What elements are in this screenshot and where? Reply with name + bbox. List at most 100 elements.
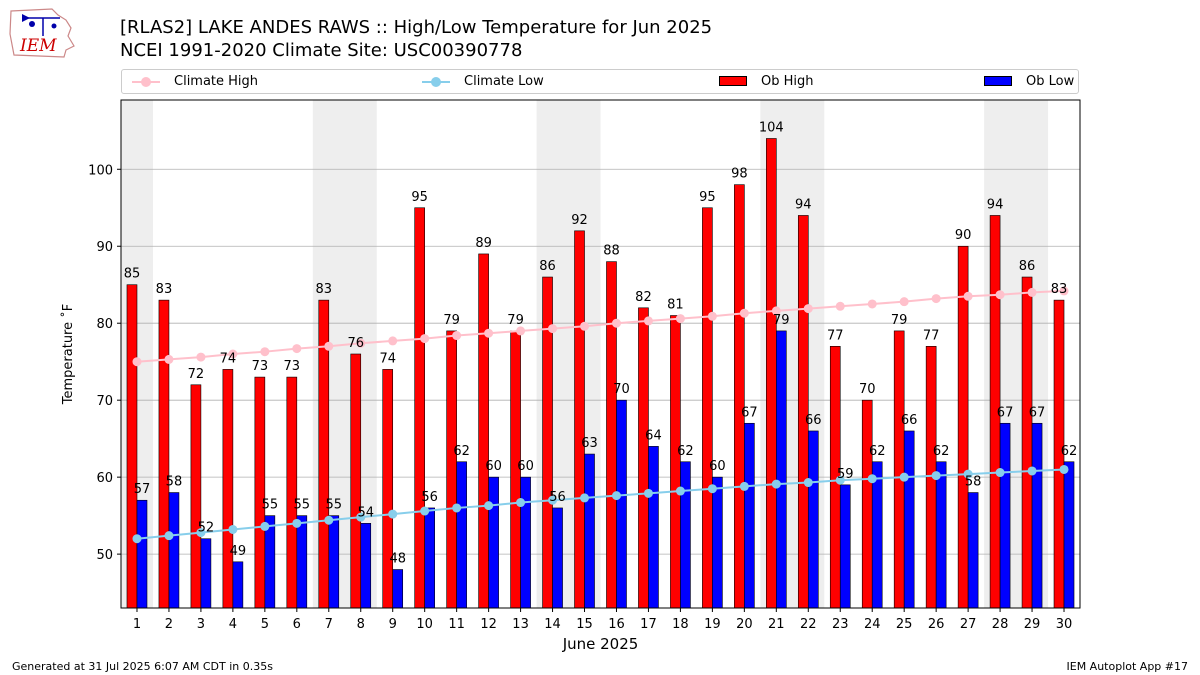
ob-low-bar — [136, 499, 148, 609]
climate-low-point — [196, 528, 206, 538]
ob-high-bar — [414, 207, 425, 609]
climate-high-point — [196, 352, 206, 362]
ob-high-label: 73 — [252, 359, 269, 374]
climate-high-point — [356, 338, 366, 348]
ob-low-bar — [1031, 422, 1043, 609]
climate-high-point — [675, 314, 685, 324]
ob-high-label: 95 — [411, 190, 428, 205]
ob-high-bar — [478, 253, 489, 609]
climate-low-point — [963, 469, 973, 479]
climate-low-point — [484, 501, 494, 511]
ob-low-label: 62 — [869, 444, 886, 459]
ob-low-label: 56 — [421, 490, 438, 505]
ob-low-label: 58 — [965, 475, 982, 490]
ob-high-label: 74 — [379, 351, 396, 366]
ob-high-label: 79 — [443, 313, 460, 328]
ob-high-bar — [574, 230, 585, 609]
climate-low-point — [420, 506, 430, 516]
ob-high-label: 104 — [759, 120, 784, 135]
x-tick-label: 28 — [992, 617, 1009, 632]
ob-high-bar — [606, 261, 617, 609]
climate-high-point — [516, 326, 526, 336]
x-tick-label: 1 — [133, 617, 141, 632]
x-tick-label: 7 — [325, 617, 333, 632]
ob-high-bar — [1021, 276, 1033, 609]
x-tick-label: 18 — [672, 617, 689, 632]
ob-low-label: 66 — [901, 413, 918, 428]
ob-low-label: 70 — [613, 382, 630, 397]
climate-low-point — [356, 512, 366, 522]
ob-high-label: 83 — [1051, 282, 1068, 297]
climate-high-point — [995, 290, 1005, 300]
ob-low-bar — [520, 476, 531, 609]
app-credit: IEM Autoplot App #17 — [1066, 660, 1189, 673]
x-tick-label: 25 — [896, 617, 913, 632]
ob-high-bar — [158, 299, 170, 609]
climate-low-point — [739, 481, 749, 491]
ob-low-label: 57 — [134, 482, 151, 497]
ob-high-label: 79 — [507, 313, 524, 328]
x-tick-label: 5 — [261, 617, 269, 632]
climate-high-point — [739, 308, 749, 318]
legend-label: Ob High — [761, 74, 814, 89]
climate-high-point — [420, 334, 430, 344]
climate-high-point — [963, 291, 973, 301]
ob-high-bar — [670, 315, 681, 609]
x-tick-label: 22 — [800, 617, 817, 632]
ob-low-bar — [903, 430, 915, 609]
ob-low-bar — [999, 422, 1011, 609]
ob-high-label: 83 — [316, 282, 333, 297]
ob-high-bar — [126, 284, 138, 609]
legend-ob-low-swatch — [984, 76, 1012, 86]
ob-high-label: 72 — [188, 367, 205, 382]
x-tick-label: 2 — [165, 617, 173, 632]
x-tick-label: 15 — [576, 617, 593, 632]
chart-legend: Climate High Climate Low Ob High Ob Low — [121, 69, 1079, 94]
ob-low-label: 55 — [326, 498, 343, 513]
chart-title: [RLAS2] LAKE ANDES RAWS :: High/Low Temp… — [120, 17, 713, 38]
ob-high-bar — [382, 369, 394, 609]
ob-low-label: 67 — [1029, 405, 1046, 420]
ob-high-label: 98 — [731, 167, 748, 182]
ob-high-label: 70 — [859, 382, 876, 397]
ob-low-label: 62 — [677, 444, 694, 459]
climate-low-point — [516, 498, 526, 508]
ob-low-bar — [296, 515, 308, 609]
climate-low-point — [707, 484, 717, 494]
legend-label: Ob Low — [1026, 74, 1075, 89]
x-tick-label: 12 — [480, 617, 497, 632]
x-tick-label: 24 — [864, 617, 881, 632]
climate-high-point — [132, 357, 142, 367]
climate-low-point — [643, 488, 653, 498]
ob-low-label: 62 — [933, 444, 950, 459]
ob-low-bar — [807, 430, 819, 609]
x-tick-label: 20 — [736, 617, 753, 632]
ob-low-bar — [871, 461, 883, 609]
climate-low-point — [260, 521, 270, 531]
ob-low-label: 64 — [645, 428, 662, 443]
ob-high-label: 90 — [955, 228, 972, 243]
generated-timestamp: Generated at 31 Jul 2025 6:07 AM CDT in … — [12, 660, 273, 673]
climate-high-point — [899, 297, 909, 307]
ob-low-bar — [488, 476, 499, 609]
climate-high-point — [611, 318, 621, 328]
climate-high-point — [484, 328, 494, 338]
ob-high-label: 86 — [539, 259, 556, 274]
x-tick-label: 14 — [544, 617, 561, 632]
climate-high-point — [707, 311, 717, 321]
climate-high-point — [1059, 286, 1069, 296]
ob-low-bar — [680, 461, 691, 609]
ob-low-label: 60 — [517, 459, 534, 474]
climate-low-point — [452, 503, 462, 513]
y-tick-label: 70 — [96, 394, 113, 409]
climate-high-point — [771, 306, 781, 316]
ob-low-label: 62 — [1061, 444, 1078, 459]
ob-high-bar — [797, 215, 809, 609]
climate-high-line — [136, 289, 1065, 363]
ob-high-bar — [350, 353, 362, 609]
ob-low-label: 49 — [230, 544, 247, 559]
ob-high-label: 95 — [699, 190, 716, 205]
ob-high-bar — [254, 376, 266, 609]
climate-high-point — [643, 316, 653, 326]
ob-low-label: 54 — [357, 505, 374, 520]
